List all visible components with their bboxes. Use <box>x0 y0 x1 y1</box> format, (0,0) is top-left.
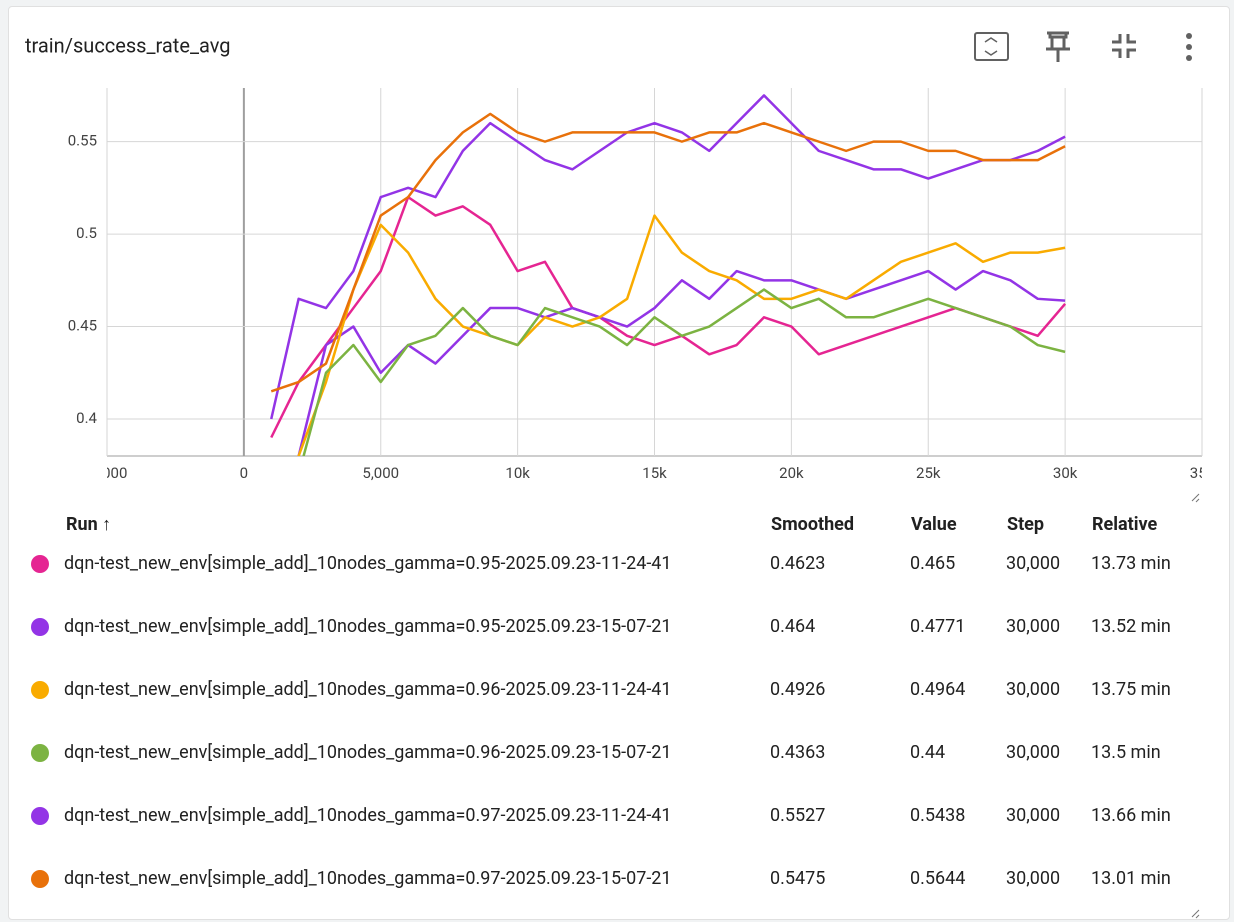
column-header[interactable]: Run ↑ <box>66 514 112 535</box>
table-cell: 13.66 min <box>1091 805 1171 826</box>
series-line <box>270 195 1067 439</box>
table-cell: 0.4363 <box>770 742 826 763</box>
run-name: dqn-test_new_env[simple_add]_10nodes_gam… <box>64 553 672 574</box>
series-line <box>270 112 1066 393</box>
y-tick-label: 0.4 <box>76 409 97 427</box>
table-cell: 30,000 <box>1006 616 1061 637</box>
x-tick-label: 30k <box>1053 464 1078 482</box>
series-line <box>270 94 1066 420</box>
chart-title: train/success_rate_avg <box>25 33 231 57</box>
column-header: Smoothed <box>771 514 855 535</box>
table-cell: 13.75 min <box>1091 679 1171 700</box>
column-header: Step <box>1007 514 1045 535</box>
table-cell: 30,000 <box>1006 742 1061 763</box>
run-color-dot <box>31 555 49 573</box>
x-tick-label: 10k <box>505 464 530 482</box>
run-color-dot <box>31 618 49 636</box>
run-name: dqn-test_new_env[simple_add]_10nodes_gam… <box>64 742 672 763</box>
table-cell: 0.4623 <box>770 553 826 574</box>
table-cell: 0.464 <box>770 616 816 637</box>
x-tick-label: 15k <box>642 464 667 482</box>
run-color-dot <box>31 681 49 699</box>
x-tick-label: 20k <box>779 464 804 482</box>
table-cell: 0.5438 <box>910 805 966 826</box>
fit-icon[interactable] <box>974 32 1009 61</box>
table-cell: 0.44 <box>910 742 946 763</box>
table-cell: 0.4926 <box>770 679 826 700</box>
table-cell: 13.5 min <box>1091 742 1161 763</box>
x-tick-labels: -5,000 0 5,000 10k 15k 20k 25k 30k 35k <box>87 464 1215 482</box>
y-tick-label: 0.45 <box>68 317 97 335</box>
table-cell: 0.4771 <box>910 616 966 637</box>
run-name: dqn-test_new_env[simple_add]_10nodes_gam… <box>64 868 672 889</box>
table-cell: 0.5644 <box>910 868 966 889</box>
x-tick-label: 35k <box>1190 464 1215 482</box>
table-cell: 30,000 <box>1006 868 1061 889</box>
table-cell: 0.5527 <box>770 805 826 826</box>
y-tick-label: 0.55 <box>68 132 97 150</box>
x-tick-label: 5,000 <box>362 464 399 482</box>
table-cell: 13.73 min <box>1091 553 1171 574</box>
menu-icon[interactable] <box>1186 33 1192 61</box>
table-cell: 30,000 <box>1006 553 1061 574</box>
table-cell: 13.52 min <box>1091 616 1171 637</box>
run-name: dqn-test_new_env[simple_add]_10nodes_gam… <box>64 805 672 826</box>
column-header: Relative <box>1092 514 1158 535</box>
table-cell: 30,000 <box>1006 679 1061 700</box>
table-cell: 0.4964 <box>910 679 966 700</box>
table-cell: 0.465 <box>910 553 956 574</box>
x-tick-label: 25k <box>916 464 941 482</box>
lines <box>270 94 1067 456</box>
series-line <box>302 288 1066 456</box>
run-color-dot <box>31 807 49 825</box>
pin-icon[interactable] <box>1046 31 1070 62</box>
run-color-dot <box>31 744 49 762</box>
run-name: dqn-test_new_env[simple_add]_10nodes_gam… <box>64 679 672 700</box>
resize-handle[interactable] <box>1191 493 1200 503</box>
table-cell: 30,000 <box>1006 805 1061 826</box>
card <box>8 6 1230 920</box>
series-line <box>297 214 1066 456</box>
resize-handle[interactable] <box>1191 909 1200 919</box>
run-color-dot <box>31 870 49 888</box>
y-tick-label: 0.5 <box>76 224 97 242</box>
table-cell: 13.01 min <box>1091 868 1171 889</box>
grid <box>106 88 1203 456</box>
x-tick-label: -5,000 <box>87 464 128 482</box>
run-name: dqn-test_new_env[simple_add]_10nodes_gam… <box>64 616 672 637</box>
collapse-icon[interactable] <box>1112 34 1136 58</box>
x-tick-label: 0 <box>240 464 248 482</box>
column-header: Value <box>911 514 957 535</box>
table-cell: 0.5475 <box>770 868 826 889</box>
